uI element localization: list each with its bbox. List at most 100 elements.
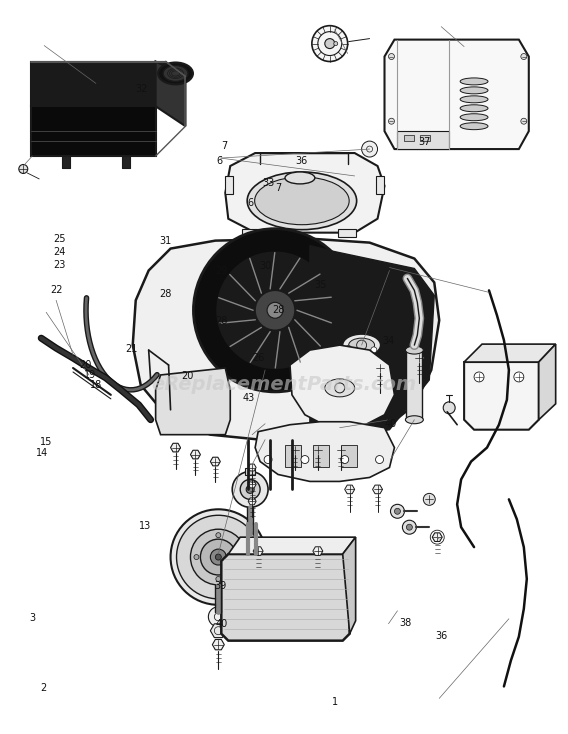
Circle shape — [423, 493, 435, 505]
Polygon shape — [385, 40, 529, 149]
Polygon shape — [374, 363, 385, 372]
Ellipse shape — [325, 379, 354, 397]
Polygon shape — [253, 547, 263, 556]
Ellipse shape — [254, 177, 349, 225]
Text: 20: 20 — [79, 360, 91, 370]
Polygon shape — [255, 422, 394, 482]
Ellipse shape — [158, 62, 193, 84]
Ellipse shape — [343, 334, 381, 356]
Text: 6: 6 — [216, 156, 222, 166]
Polygon shape — [415, 354, 424, 363]
Circle shape — [216, 576, 221, 581]
Text: 7: 7 — [275, 183, 282, 193]
Text: 43: 43 — [243, 393, 255, 404]
Text: 35: 35 — [315, 280, 327, 290]
Circle shape — [19, 164, 28, 173]
Bar — [285, 445, 301, 467]
Polygon shape — [313, 547, 323, 556]
Circle shape — [201, 539, 236, 575]
Circle shape — [240, 479, 260, 499]
Ellipse shape — [460, 87, 488, 94]
Polygon shape — [156, 368, 230, 435]
Polygon shape — [31, 106, 156, 156]
Text: 28: 28 — [216, 316, 228, 326]
Polygon shape — [343, 537, 356, 633]
Bar — [341, 445, 357, 467]
Text: 28: 28 — [272, 305, 285, 315]
Circle shape — [345, 346, 352, 352]
Bar — [122, 156, 130, 168]
Text: 30: 30 — [260, 261, 272, 271]
Text: 23: 23 — [53, 260, 65, 269]
Polygon shape — [248, 464, 256, 471]
Circle shape — [521, 54, 527, 59]
Text: 2: 2 — [41, 683, 47, 694]
Text: 20: 20 — [182, 371, 194, 382]
Text: 38: 38 — [399, 617, 412, 628]
Circle shape — [312, 26, 348, 62]
Circle shape — [443, 401, 455, 414]
Circle shape — [521, 118, 527, 124]
Circle shape — [371, 347, 377, 353]
Text: 29: 29 — [216, 266, 228, 275]
Circle shape — [362, 141, 378, 157]
Circle shape — [267, 302, 283, 319]
Circle shape — [264, 456, 272, 464]
Polygon shape — [225, 153, 385, 233]
Text: 14: 14 — [36, 448, 48, 458]
Circle shape — [390, 504, 404, 518]
Polygon shape — [210, 457, 220, 466]
Ellipse shape — [460, 78, 488, 85]
Circle shape — [238, 555, 243, 559]
Polygon shape — [210, 624, 226, 638]
Ellipse shape — [460, 96, 488, 103]
Circle shape — [255, 291, 295, 330]
Circle shape — [218, 252, 333, 368]
Bar — [375, 176, 383, 194]
Ellipse shape — [285, 172, 315, 184]
Text: 28: 28 — [159, 289, 172, 299]
Text: 26: 26 — [252, 352, 265, 363]
Text: 25: 25 — [53, 234, 65, 244]
Polygon shape — [248, 498, 256, 505]
Circle shape — [389, 118, 394, 124]
Bar — [406, 350, 423, 420]
Text: 36: 36 — [435, 631, 447, 641]
Polygon shape — [248, 481, 256, 488]
Polygon shape — [190, 450, 201, 459]
Circle shape — [301, 456, 309, 464]
Text: 18: 18 — [90, 379, 102, 390]
Polygon shape — [336, 446, 346, 454]
Text: 3: 3 — [30, 613, 36, 622]
Ellipse shape — [406, 415, 423, 424]
Text: 21: 21 — [125, 344, 137, 355]
Circle shape — [389, 54, 394, 59]
Polygon shape — [310, 246, 435, 440]
Polygon shape — [133, 239, 439, 442]
Circle shape — [325, 39, 335, 48]
Ellipse shape — [460, 123, 488, 130]
Circle shape — [341, 456, 349, 464]
Text: 13: 13 — [139, 521, 152, 531]
Polygon shape — [464, 344, 556, 362]
Circle shape — [394, 509, 400, 515]
Text: 24: 24 — [53, 247, 65, 258]
Bar — [404, 135, 415, 141]
Polygon shape — [212, 639, 224, 650]
Circle shape — [194, 229, 357, 392]
Polygon shape — [313, 446, 323, 454]
Text: 1: 1 — [332, 697, 338, 707]
Ellipse shape — [406, 346, 423, 354]
Text: 7: 7 — [222, 142, 228, 151]
Polygon shape — [464, 362, 539, 429]
Circle shape — [210, 549, 226, 565]
Ellipse shape — [247, 172, 357, 230]
Bar — [313, 445, 329, 467]
Text: 22: 22 — [51, 286, 63, 295]
Polygon shape — [290, 446, 300, 454]
Text: 6: 6 — [247, 197, 253, 208]
Text: 40: 40 — [384, 419, 396, 429]
Text: 37: 37 — [418, 137, 431, 147]
Polygon shape — [432, 533, 442, 542]
Bar — [338, 229, 356, 236]
